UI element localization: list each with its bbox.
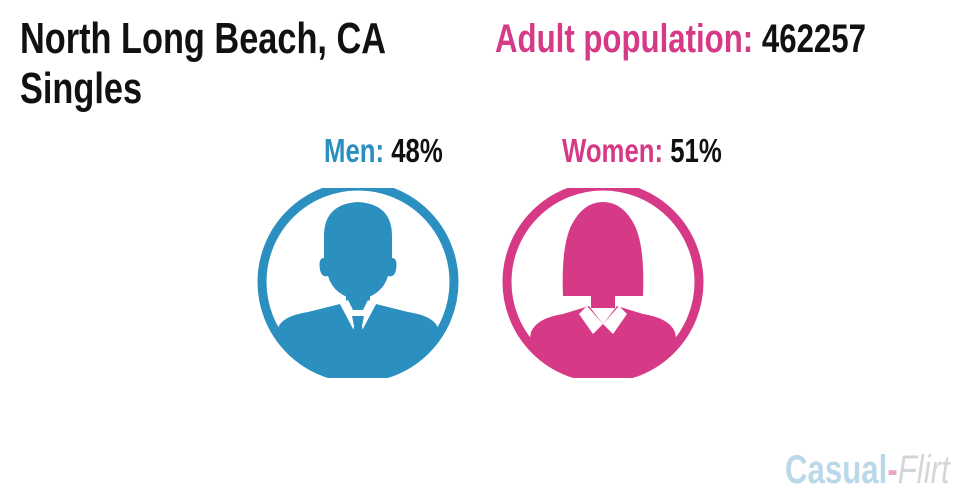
title-subtitle: Singles	[20, 64, 143, 113]
page-title: North Long Beach, CA Singles	[20, 14, 386, 114]
adult-population-label: Adult population:	[495, 17, 754, 61]
men-label: Men:	[324, 132, 385, 169]
woman-silhouette-icon	[502, 188, 704, 378]
title-city: North Long Beach, CA	[20, 14, 387, 63]
casual-flirt-logo: Casual-Flirt	[785, 448, 950, 492]
men-stat: Men: 48%	[324, 131, 443, 171]
logo-part-casual: Casual	[785, 448, 888, 492]
women-label: Women:	[562, 132, 664, 169]
logo-dash: -	[887, 448, 898, 492]
women-value: 51%	[670, 132, 722, 169]
adult-population-value: 462257	[761, 17, 866, 61]
logo-part-flirt: Flirt	[897, 448, 950, 492]
men-value: 48%	[391, 132, 443, 169]
adult-population-stat: Adult population: 462257	[495, 14, 866, 64]
women-stat: Women: 51%	[562, 131, 722, 171]
man-silhouette-icon	[257, 188, 459, 378]
